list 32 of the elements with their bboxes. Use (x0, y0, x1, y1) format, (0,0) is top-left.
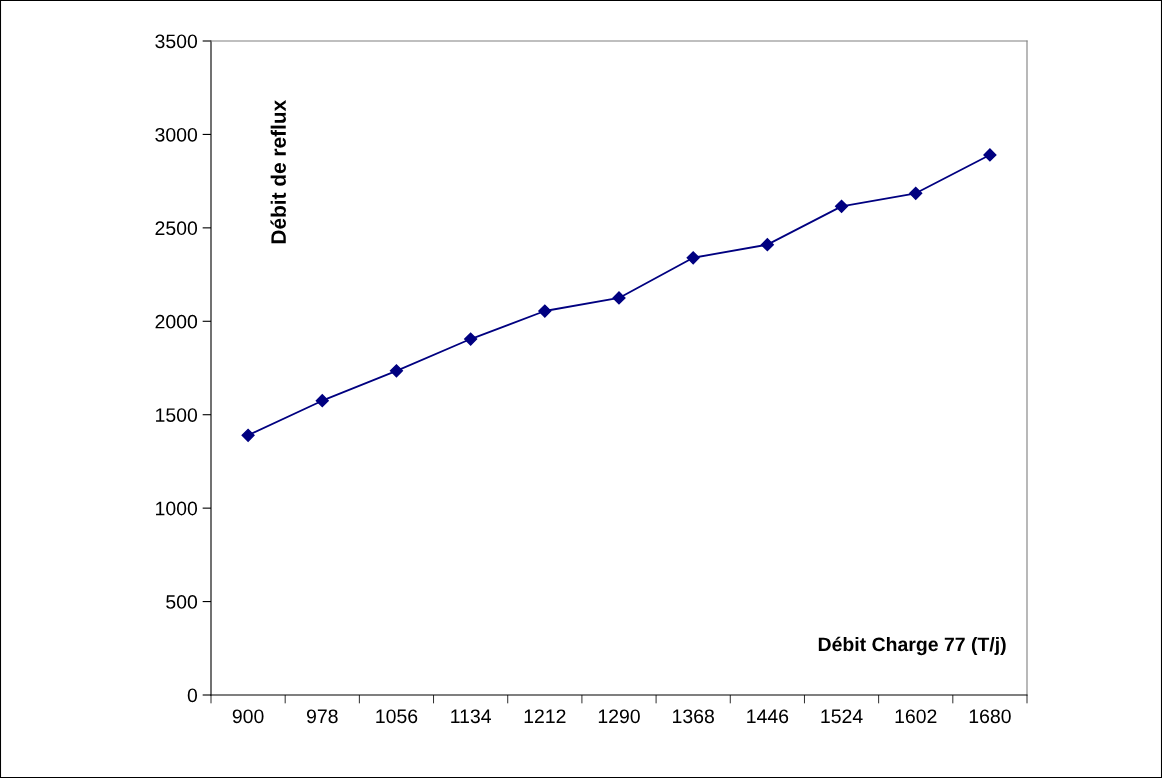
point (389, 364, 404, 378)
x-tick-label: 1290 (598, 709, 640, 724)
x-tick-label: 1134 (451, 709, 491, 724)
x-tick-label: 1368 (673, 709, 714, 724)
x-tick-label: 1056 (376, 709, 418, 724)
x-tick-label: 900 (232, 709, 264, 724)
x-tick-label: 1680 (969, 709, 1011, 724)
x-tick-label: 1602 (895, 709, 937, 724)
point (464, 332, 478, 346)
point (315, 394, 329, 408)
y-tick-label: 3500 (155, 34, 198, 49)
y-axis-title: Débit de reflux (270, 100, 286, 244)
point (983, 148, 997, 162)
x-axis-title: Débit Charge 77 (T/j) (818, 636, 1006, 656)
point (538, 304, 552, 318)
point (834, 199, 849, 213)
y-tick-label: 2500 (155, 221, 198, 236)
point (241, 428, 255, 442)
y-tick-label: 1000 (156, 501, 198, 516)
y-tick-label: 1500 (156, 408, 198, 422)
point (760, 238, 774, 252)
x-tick-label: 1446 (747, 709, 789, 724)
point (612, 291, 626, 305)
y-tick-label: 0 (187, 688, 198, 703)
y-tick-label: 500 (166, 595, 198, 609)
x-tick-label: 1212 (524, 709, 566, 723)
x-tick-label: 978 (306, 709, 338, 724)
y-tick-label: 3000 (155, 127, 198, 142)
point (909, 186, 923, 200)
y-tick-label: 2000 (155, 314, 198, 329)
point (686, 251, 700, 265)
x-tick-label: 1524 (821, 709, 863, 724)
